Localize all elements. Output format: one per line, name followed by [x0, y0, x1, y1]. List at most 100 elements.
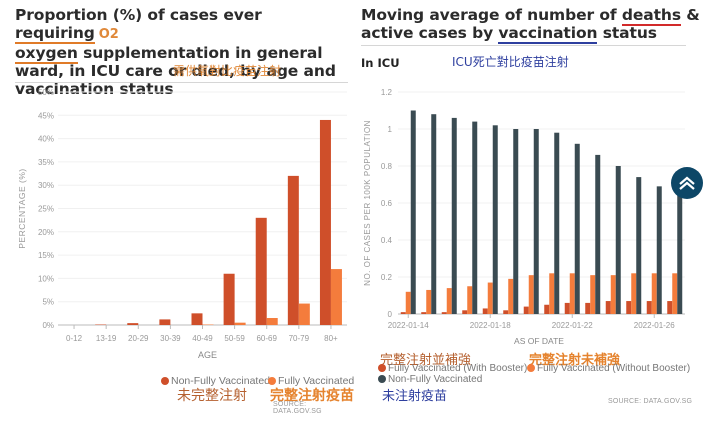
o2-annotation: O2 — [98, 27, 119, 42]
right-legend-annotation-non-fully: 未注射疫苗 — [382, 389, 448, 404]
left-title-annotation: 需供氧對比疫苗注射 — [173, 64, 282, 78]
y-tick-label: 30% — [38, 181, 54, 190]
right-bar-chart: 0 0.2 0.4 0.6 0.8 1 1.2 2022-01-14 2022-01-18 202… — [363, 88, 685, 346]
bar-fully-vaccinated-without-booster--2022-01-24 — [610, 275, 616, 314]
bar-non-fully-vaccinated-2022-01-22 — [574, 143, 580, 314]
x-tick-label: 60-69 — [256, 334, 277, 343]
y-axis-label: NO. OF CASES PER 100K POPULATION — [363, 120, 372, 286]
legend-dot-fully — [268, 377, 276, 385]
bar-fully-vaccinated-without-booster--2022-01-21 — [549, 273, 555, 314]
y-tick-label: 0.2 — [381, 273, 393, 282]
bar-non-fully-vaccinated-2022-01-27 — [677, 191, 683, 314]
y-tick-label: 40% — [38, 135, 54, 144]
bar-non-fully-vaccinated-2022-01-19 — [513, 129, 519, 314]
bar-fully-vaccinated-without-booster--2022-01-17 — [467, 286, 473, 314]
bar-non-fully-vaccinated-2022-01-18 — [492, 125, 498, 314]
bar-fully-vaccinated-without-booster--2022-01-26 — [651, 273, 657, 314]
bar-fully-vaccinated-without-booster--2022-01-15 — [426, 289, 432, 314]
y-tick-label: 10% — [38, 274, 54, 283]
bar-fully-vaccinated-with-booster--2022-01-15 — [421, 312, 427, 314]
bar-non-fully-vaccinated-50-59 — [223, 273, 235, 325]
chevron-up-double-icon — [679, 176, 695, 190]
bar-non-fully-vaccinated-60-69 — [255, 217, 267, 325]
bar-fully-vaccinated-with-booster--2022-01-19 — [503, 310, 509, 314]
legend-label: Fully Vaccinated — [278, 375, 355, 387]
legend-dot-with-booster — [378, 364, 386, 372]
x-tick-label: 2022-01-26 — [634, 321, 675, 330]
title-text-rest: supplementation in general ward, in ICU … — [15, 44, 336, 98]
scroll-to-top-button[interactable] — [671, 167, 703, 199]
bar-fully-vaccinated-without-booster--2022-01-27 — [672, 273, 678, 314]
bar-non-fully-vaccinated-70-79 — [287, 175, 299, 325]
legend-dot-without-booster — [527, 364, 535, 372]
legend-label: Fully Vaccinated (With Booster) — [388, 363, 528, 374]
bar-fully-vaccinated-without-booster--2022-01-22 — [569, 273, 575, 314]
y-tick-label: 0.6 — [381, 199, 393, 208]
right-title-divider — [361, 45, 686, 46]
legend-dot-non-fully — [161, 377, 169, 385]
bar-fully-vaccinated-70-79 — [298, 303, 310, 325]
title-vaccination-underlined: vaccination — [498, 24, 598, 44]
right-subtitle-annotation: ICU死亡對比疫苗注射 — [452, 55, 569, 69]
bar-non-fully-vaccinated-20-29 — [127, 323, 139, 325]
left-title-divider — [15, 82, 348, 83]
bar-fully-vaccinated-without-booster--2022-01-20 — [528, 275, 534, 314]
bar-fully-vaccinated-with-booster--2022-01-14 — [400, 312, 406, 314]
bar-fully-vaccinated-without-booster--2022-01-25 — [631, 273, 637, 314]
y-axis-label: PERCENTAGE (%) — [17, 168, 27, 249]
bar-fully-vaccinated-without-booster--2022-01-23 — [590, 275, 596, 314]
y-tick-label: 20% — [38, 228, 54, 237]
title-text-mid: & active cases by — [361, 6, 700, 42]
bar-fully-vaccinated-with-booster--2022-01-21 — [544, 304, 550, 314]
left-bar-chart: 0% 5% 10% 15% 20% 25% 30% 35% 40% 45% 50% 0-12 13-19… — [17, 88, 347, 360]
x-tick-label: 13-19 — [96, 334, 117, 343]
bar-fully-vaccinated-with-booster--2022-01-18 — [482, 308, 488, 314]
bar-fully-vaccinated-without-booster--2022-01-16 — [446, 288, 452, 314]
left-legend-annotation-non-fully: 未完整注射 — [177, 388, 247, 404]
left-source: SOURCE: DATA.GOV.SG — [273, 401, 322, 415]
x-tick-label: 40-49 — [192, 334, 213, 343]
y-tick-label: 45% — [38, 111, 54, 120]
title-text: Proportion (%) of cases ever — [15, 6, 262, 24]
title-text: Moving average of number of — [361, 6, 622, 24]
bar-fully-vaccinated-with-booster--2022-01-25 — [626, 301, 632, 314]
left-chart-title: Proportion (%) of cases ever requiring O2… — [15, 6, 360, 98]
bar-non-fully-vaccinated-30-39 — [159, 319, 171, 325]
x-axis-label: AGE — [198, 350, 217, 360]
bar-fully-vaccinated-80+ — [330, 269, 342, 325]
y-tick-label: 15% — [38, 251, 54, 260]
bar-non-fully-vaccinated-40-49 — [191, 313, 203, 325]
bar-fully-vaccinated-60-69 — [266, 318, 278, 325]
y-tick-label: 1.2 — [381, 88, 393, 97]
legend-label: Fully Vaccinated (Without Booster) — [537, 363, 691, 374]
x-tick-label: 0-12 — [66, 334, 83, 343]
bar-non-fully-vaccinated-2022-01-25 — [636, 177, 642, 314]
bar-non-fully-vaccinated-2022-01-20 — [533, 129, 539, 314]
bar-fully-vaccinated-without-booster--2022-01-19 — [508, 278, 514, 314]
y-tick-label: 35% — [38, 158, 54, 167]
y-tick-label: 25% — [38, 205, 54, 214]
y-tick-label: 5% — [42, 298, 54, 307]
bar-non-fully-vaccinated-2022-01-17 — [472, 121, 478, 314]
left-legend-item-fully: Fully Vaccinated — [268, 375, 354, 387]
left-panel: Proportion (%) of cases ever requiring O2… — [0, 0, 355, 443]
bar-non-fully-vaccinated-2022-01-21 — [554, 132, 560, 314]
bar-fully-vaccinated-with-booster--2022-01-16 — [441, 312, 447, 314]
title-requiring-underlined: requiring — [15, 24, 95, 44]
legend-label: Non-Fully Vaccinated — [171, 375, 271, 387]
right-legend-item-without-booster: Fully Vaccinated (Without Booster) — [527, 363, 690, 374]
right-legend-annotation-without-booster: 完整注射未補強 — [529, 353, 621, 368]
bar-fully-vaccinated-50-59 — [234, 322, 246, 325]
right-legend-annotation-with-booster: 完整注射並補強 — [380, 353, 472, 368]
bar-fully-vaccinated-with-booster--2022-01-23 — [585, 302, 591, 314]
bar-fully-vaccinated-with-booster--2022-01-22 — [564, 302, 570, 314]
right-subtitle: In ICU — [361, 56, 400, 70]
bar-fully-vaccinated-with-booster--2022-01-27 — [667, 301, 673, 314]
bar-non-fully-vaccinated-2022-01-26 — [656, 186, 662, 314]
right-legend-item-with-booster: Fully Vaccinated (With Booster) — [378, 363, 527, 374]
x-tick-label: 2022-01-22 — [552, 321, 593, 330]
left-legend-item-non-fully: Non-Fully Vaccinated — [161, 375, 270, 387]
bar-non-fully-vaccinated-80+ — [319, 119, 331, 326]
x-tick-label: 20-29 — [128, 334, 149, 343]
title-deaths-underlined: deaths — [621, 6, 681, 26]
